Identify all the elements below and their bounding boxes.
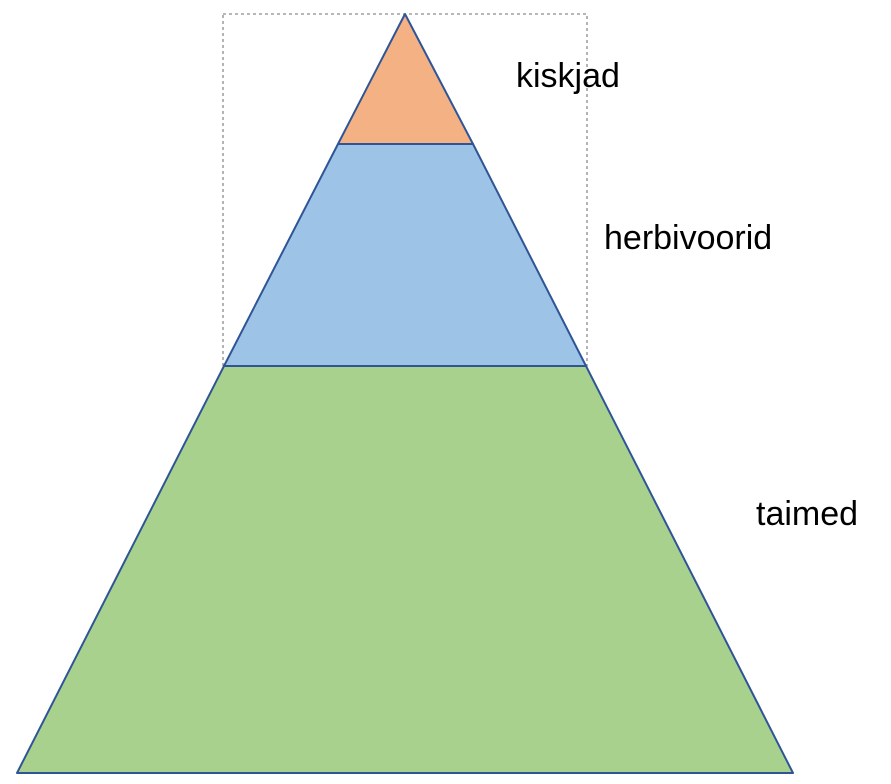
pyramid-layer-bottom[interactable] (16, 365, 794, 774)
pyramid-layer-middle[interactable] (223, 143, 587, 367)
layer-label-bottom: taimed (756, 495, 858, 533)
pyramid-layer-top[interactable] (337, 13, 474, 145)
layer-label-top: kiskjad (516, 57, 620, 95)
layer-label-middle: herbivoorid (604, 219, 772, 257)
